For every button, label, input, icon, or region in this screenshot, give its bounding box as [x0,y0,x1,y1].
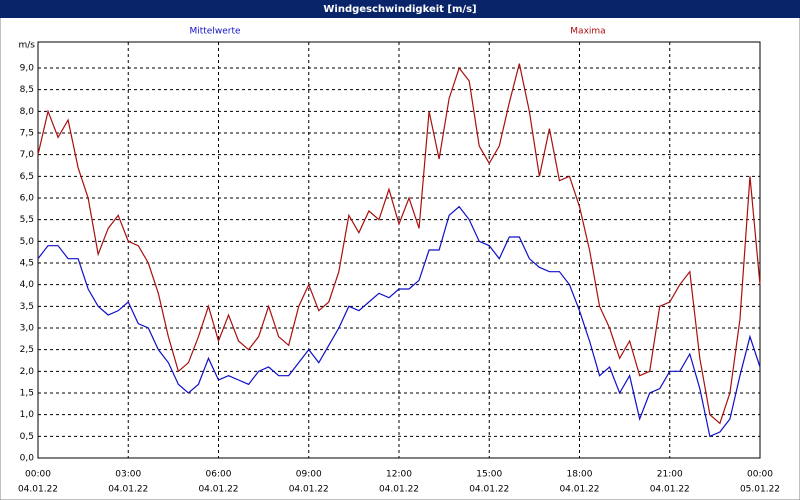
legend-label: Maxima [570,27,605,37]
x-tick-label: 06:00 [206,470,232,480]
y-tick-label: 5,5 [20,215,34,225]
series-line [37,205,761,438]
y-tick-label: 7,0 [20,150,35,160]
x-tick-label: 00:00 [25,470,51,480]
x-tick-label: 00:00 [747,470,773,480]
y-unit: m/s [19,41,36,51]
x-tick-date: 05.01.22 [740,485,780,495]
title-bar [0,0,800,18]
y-tick-label: 0,0 [20,454,35,464]
x-tick-label: 15:00 [476,470,502,480]
x-tick-date: 04.01.22 [289,485,329,495]
y-tick-label: 0,5 [20,432,34,442]
x-tick-date: 04.01.22 [18,485,58,495]
y-tick-label: 7,5 [20,129,34,139]
y-tick-label: 9,0 [20,64,35,74]
y-tick-label: 6,0 [20,194,35,204]
y-tick-label: 6,5 [20,172,34,182]
x-tick-label: 12:00 [386,470,412,480]
x-tick-date: 04.01.22 [108,485,148,495]
x-tick-date: 04.01.22 [650,485,690,495]
x-tick-label: 18:00 [567,470,593,480]
y-tick-label: 1,0 [20,410,35,420]
y-tick-label: 5,0 [20,237,35,247]
legend-label: Mittelwerte [189,27,240,37]
y-tick-label: 3,5 [20,302,34,312]
plot-frame [37,41,761,459]
series-line [37,63,761,425]
x-tick-date: 04.01.22 [198,485,238,495]
y-tick-label: 1,5 [20,389,34,399]
x-tick-date: 04.01.22 [379,485,419,495]
y-tick-label: 2,5 [20,345,34,355]
y-tick-label: 3,0 [20,324,35,334]
y-tick-label: 8,0 [20,107,35,117]
y-tick-label: 8,5 [20,85,34,95]
x-tick-date: 04.01.22 [469,485,509,495]
y-tick-label: 2,0 [20,367,35,377]
y-tick-label: 4,0 [20,280,35,290]
chart-title: Windgeschwindigkeit [m/s] [323,4,476,15]
x-tick-date: 04.01.22 [559,485,599,495]
y-tick-label: 4,5 [20,259,34,269]
x-tick-label: 21:00 [657,470,683,480]
x-tick-label: 09:00 [296,470,322,480]
x-tick-label: 03:00 [115,470,141,480]
